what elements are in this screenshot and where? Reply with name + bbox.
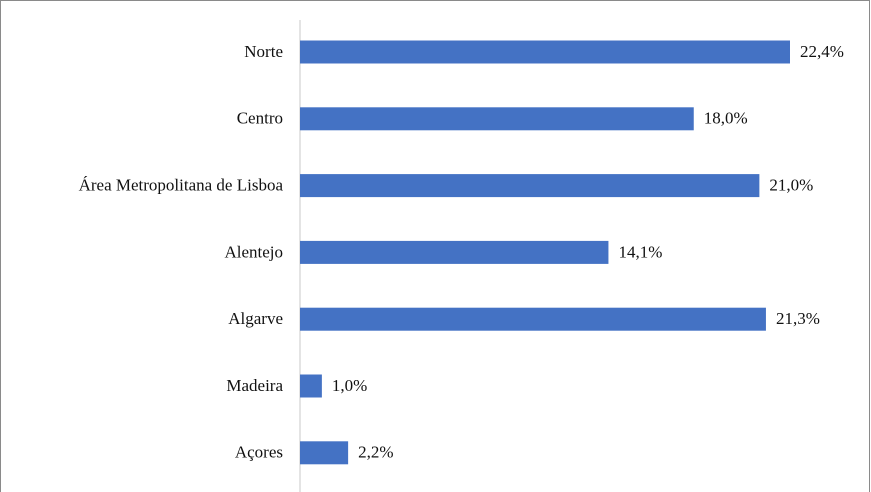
data-label: 22,4% [800, 42, 844, 61]
category-label: Centro [237, 109, 283, 128]
bar [300, 374, 322, 398]
category-label: Alentejo [224, 242, 283, 261]
category-label: Madeira [226, 376, 283, 395]
bar [300, 441, 349, 465]
data-label: 2,2% [358, 443, 393, 462]
bar [300, 174, 760, 198]
data-label: 21,0% [769, 176, 813, 195]
category-label: Açores [235, 443, 283, 462]
bar [300, 107, 694, 131]
data-label: 14,1% [618, 242, 662, 261]
category-label: Área Metropolitana de Lisboa [79, 176, 284, 195]
data-label: 1,0% [332, 376, 367, 395]
bar [300, 240, 609, 264]
category-label: Algarve [228, 309, 283, 328]
bar [300, 40, 790, 64]
data-label: 21,3% [776, 309, 820, 328]
data-label: 18,0% [704, 109, 748, 128]
category-label: Norte [244, 42, 283, 61]
bar [300, 307, 766, 331]
